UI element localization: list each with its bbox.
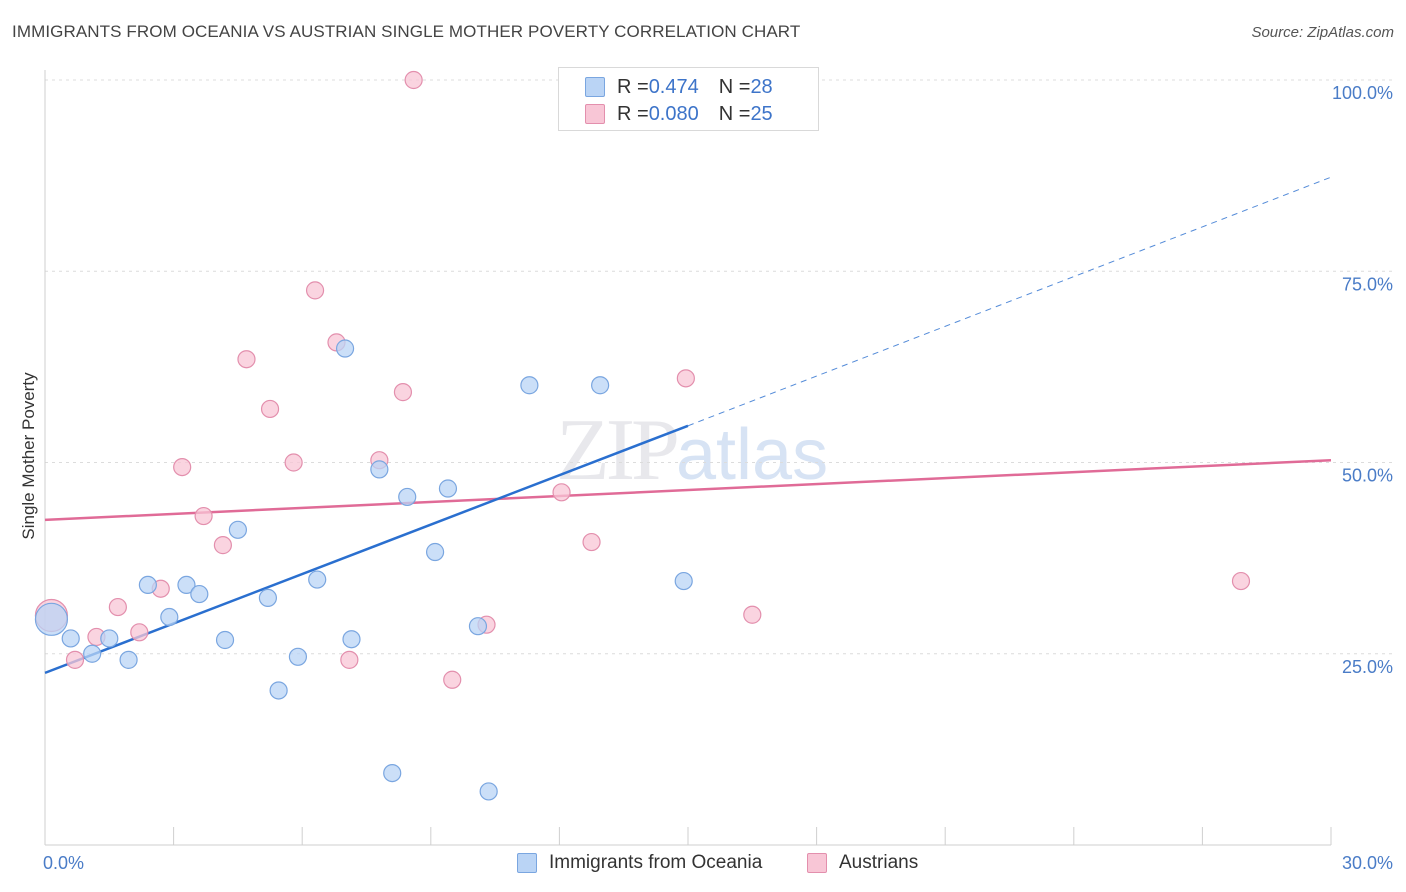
point-oceania [335, 339, 355, 358]
series-legend-oceania: Immigrants from Oceania [517, 852, 762, 874]
point-austrians [552, 483, 571, 502]
point-oceania [438, 479, 458, 498]
trend-line-austrians [44, 458, 1332, 522]
point-oceania [138, 575, 157, 595]
point-oceania [383, 763, 402, 783]
point-austrians [340, 650, 359, 669]
point-oceania [468, 617, 488, 636]
x-tick-label: 0.0% [43, 853, 84, 873]
point-austrians [582, 532, 601, 552]
legend-n-label: N = [718, 102, 751, 125]
point-austrians [404, 70, 423, 90]
data-points [34, 70, 1251, 801]
watermark: ZIPatlas [556, 400, 828, 501]
legend-n-value: 25 [750, 102, 773, 125]
point-austrians [443, 670, 462, 689]
y-tick-label: 25.0% [1342, 657, 1393, 677]
point-oceania [61, 629, 80, 648]
y-tick-label: 75.0% [1342, 274, 1393, 294]
y-tick-label: 100.0% [1332, 83, 1393, 103]
point-oceania [119, 650, 138, 669]
point-oceania [177, 575, 196, 595]
chart-title: IMMIGRANTS FROM OCEANIA VS AUSTRIAN SING… [12, 22, 801, 41]
point-oceania [674, 571, 693, 591]
point-austrians [676, 369, 695, 388]
point-austrians [173, 457, 192, 477]
point-oceania [100, 629, 119, 648]
point-austrians [108, 597, 127, 617]
point-austrians [260, 399, 280, 419]
point-austrians [1231, 571, 1251, 591]
trend-line-oceania-extension [687, 176, 1332, 427]
point-oceania [160, 607, 179, 627]
legend-n-value: 28 [750, 75, 773, 98]
legend-row-austrians: R = 0.080 N = 25 [585, 101, 773, 127]
point-austrians [237, 350, 256, 369]
point-oceania [398, 487, 417, 507]
point-austrians [393, 383, 413, 402]
legend-row-oceania: R = 0.474 N = 28 [585, 74, 773, 100]
legend-swatch-austrians [585, 104, 605, 124]
point-oceania [83, 644, 102, 663]
point-austrians [194, 506, 213, 526]
y-tick-label: 50.0% [1342, 466, 1393, 486]
point-oceania [308, 570, 327, 589]
point-oceania [258, 588, 278, 608]
point-oceania [215, 630, 235, 650]
point-oceania [190, 584, 209, 604]
point-austrians [284, 453, 303, 472]
point-austrians [130, 623, 149, 642]
legend-r-label: R = [617, 102, 649, 125]
point-oceania [520, 376, 539, 395]
trend-line-oceania [44, 424, 689, 675]
point-austrians [213, 536, 232, 555]
watermark-atlas: atlas [676, 415, 829, 495]
chart-source: Source: ZipAtlas.com [1251, 24, 1394, 41]
point-oceania [34, 602, 69, 636]
point-oceania [479, 782, 498, 801]
legend-r-value: 0.080 [648, 102, 699, 125]
stats-legend: R = 0.474 N = 28 R = 0.080 N = 25 [558, 67, 819, 131]
point-oceania [269, 681, 288, 700]
legend-n-label: N = [718, 75, 751, 98]
point-oceania [425, 542, 445, 562]
series-legend: Immigrants from Oceania Austrians [0, 852, 1406, 878]
point-oceania [288, 647, 308, 666]
legend-swatch-oceania [585, 77, 605, 97]
point-oceania [228, 520, 247, 539]
point-oceania [342, 630, 361, 649]
axes [44, 70, 1332, 846]
watermark-zip: ZIP [556, 402, 680, 499]
x-tick-label: 30.0% [1342, 853, 1393, 873]
point-austrians [305, 281, 325, 300]
trend-lines [44, 176, 1332, 675]
series-legend-austrians: Austrians [807, 852, 918, 874]
point-oceania [370, 460, 389, 479]
point-oceania [591, 376, 610, 395]
tick-labels: 25.0% 50.0% 75.0% 100.0% 0.0% 30.0% [43, 83, 1393, 873]
point-austrians [65, 650, 85, 669]
legend-r-value: 0.474 [648, 75, 699, 98]
point-austrians [743, 605, 762, 624]
legend-r-label: R = [617, 75, 649, 98]
series-legend-swatch-austrians [807, 853, 827, 873]
series-legend-swatch-oceania [517, 853, 537, 873]
y-axis-title: Single Mother Poverty [19, 372, 38, 540]
series-legend-label-oceania: Immigrants from Oceania [549, 852, 763, 873]
series-legend-label-austrians: Austrians [839, 852, 919, 873]
